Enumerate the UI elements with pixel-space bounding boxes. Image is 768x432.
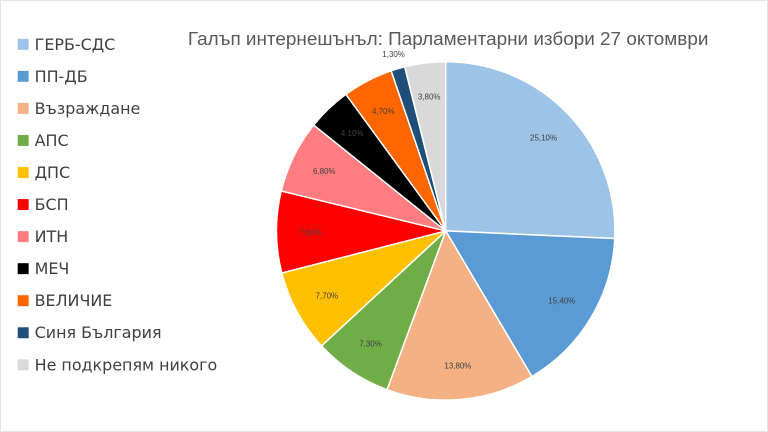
legend: ГЕРБ-СДС ПП-ДБ Възраждане АПС ДПС БСП ИТН МЕЧ ВЕ… [17,35,218,374]
legend-label-герб-сдс: ГЕРБ-СДС [35,35,116,54]
legend-swatch-синя-българия [17,327,29,339]
legend-swatch-меч [17,263,29,275]
data-label-не-подкрепям-никого: 3,80% [418,93,441,102]
legend-label-пп-дб: ПП-ДБ [35,67,88,86]
legend-label-синя-българия: Синя България [35,323,162,342]
legend-swatch-дпс [17,167,29,178]
pie-slice-възраждане [386,229,533,401]
legend-swatch-итн [17,231,29,243]
legend-label-възраждане: Възраждане [35,99,141,118]
legend-label-величие: ВЕЛИЧИЕ [35,291,113,310]
pie-slice-пп-дб [444,230,616,378]
data-label-апс: 7,30% [359,339,382,348]
legend-label-итн: ИТН [35,227,69,246]
legend-swatch-бсп [17,199,29,211]
data-label-дпс: 7,70% [316,292,339,301]
legend-swatch-величие [17,295,29,307]
chart-title: Галъп интернешънъл: Парламентарни избори… [188,29,709,50]
legend-label-дпс: ДПС [35,163,71,182]
data-label-пп-дб: 15,40% [548,297,575,306]
data-label-герб-сдс: 25,10% [530,133,557,142]
data-label-меч: 4,10% [341,129,364,138]
legend-label-бсп: БСП [35,195,69,214]
legend-swatch-не-подкрепям-никого [17,359,29,371]
data-label-синя-българия: 1,30% [382,50,405,59]
legend-label-не-подкрепям-никого: Не подкрепям никого [35,355,218,374]
legend-label-меч: МЕЧ [35,259,70,278]
legend-swatch-апс [17,134,29,146]
legend-swatch-пп-дб [17,70,29,82]
pie-slice-герб-сдс [444,60,616,240]
data-label-възраждане: 13,80% [444,362,471,371]
pie-slices [275,60,616,401]
legend-swatch-герб-сдс [17,38,29,50]
legend-swatch-възраждане [17,102,29,114]
pie-slice-не-подкрепям-никого [403,60,447,232]
data-label-итн: 6,80% [313,167,336,176]
legend-label-апс: АПС [35,131,69,150]
data-label-бсп: 7,60% [299,228,322,237]
data-label-величие: 4,70% [372,107,395,116]
data-labels: 25,10% 15,40% 13,80% 7,30% 7,70% 7,60% 6,80% 4,… [299,50,575,371]
